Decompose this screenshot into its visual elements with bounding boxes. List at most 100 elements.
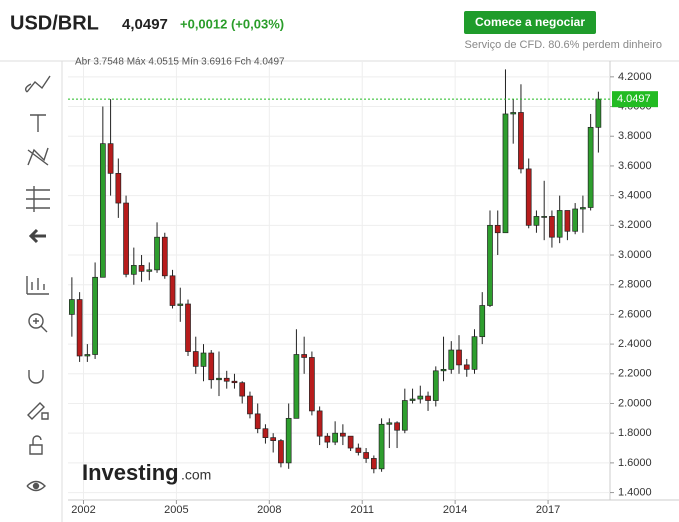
cta-label[interactable]: Comece a negociar <box>475 15 585 29</box>
y-tick-label: 2.0000 <box>618 397 652 409</box>
candle-body <box>502 113 509 234</box>
indicator-tool[interactable] <box>26 276 49 295</box>
candle-body <box>84 354 91 357</box>
candle-body <box>146 269 153 272</box>
candle-body <box>130 265 137 275</box>
draw-tool[interactable] <box>24 75 51 93</box>
y-tick-label: 2.2000 <box>618 368 652 380</box>
candle-body <box>518 112 524 170</box>
candle-body <box>254 413 261 430</box>
candle-body <box>355 447 362 453</box>
candle-body <box>316 410 323 437</box>
x-tick-label: 2017 <box>536 504 560 516</box>
candle-body <box>69 299 75 315</box>
text-tool[interactable] <box>30 114 46 132</box>
candle-body <box>270 437 277 441</box>
candle-body <box>76 299 83 357</box>
y-tick-label: 3.2000 <box>618 219 652 231</box>
y-tick-label: 3.6000 <box>618 160 652 172</box>
candle-body <box>440 368 447 372</box>
candle-body <box>564 210 571 232</box>
candle-body <box>208 352 215 381</box>
candle-body <box>409 398 416 401</box>
candle-body <box>185 303 191 352</box>
candle-body <box>161 236 168 277</box>
plot-area <box>68 62 610 500</box>
candle-body <box>432 370 439 401</box>
y-tick-label: 2.6000 <box>618 308 652 320</box>
last-price-label: 4.0497 <box>617 93 651 105</box>
zoom-tool[interactable] <box>28 313 44 329</box>
candle-body <box>595 98 602 128</box>
candle-body <box>448 349 455 370</box>
candle-body <box>525 168 532 226</box>
candle-body <box>123 202 129 275</box>
candle-body <box>394 422 400 431</box>
candle-body <box>456 349 462 366</box>
candle-body <box>471 336 478 370</box>
cta-button[interactable] <box>464 11 596 34</box>
candle-body <box>239 382 246 397</box>
candle-body <box>587 126 594 208</box>
candle-body <box>92 276 98 355</box>
candle-body <box>115 173 122 204</box>
candle-body <box>200 352 207 367</box>
x-tick-label: 2014 <box>443 504 467 516</box>
candle-body <box>386 422 393 425</box>
candle-body <box>479 305 486 338</box>
last-price-box <box>612 91 658 108</box>
candle-body <box>378 423 385 470</box>
candle-body <box>510 112 517 115</box>
change: +0,0012 (+0,03%) <box>180 16 284 31</box>
candle-body <box>580 207 586 210</box>
candle-body <box>340 432 346 437</box>
x-tick-label: 2008 <box>257 504 281 516</box>
candle-body <box>401 400 408 431</box>
fib-tool[interactable] <box>26 186 50 212</box>
y-tick-label: 2.4000 <box>618 338 652 350</box>
candle-body <box>138 265 145 272</box>
y-tick-label: 2.8000 <box>618 279 652 291</box>
pattern-tool[interactable] <box>27 147 49 166</box>
magnet-tool[interactable] <box>28 370 44 384</box>
logo-suffix: .com <box>181 467 211 483</box>
candle-body <box>154 236 160 271</box>
candle-body <box>556 210 563 238</box>
x-tick-label: 2011 <box>350 504 374 516</box>
y-tick-label: 3.8000 <box>618 130 652 142</box>
lock-draw-tool[interactable] <box>27 402 49 420</box>
price: 4,0497 <box>122 16 168 33</box>
candle-body <box>231 380 238 384</box>
y-tick-label: 4.2000 <box>618 71 652 83</box>
x-tick-label: 2005 <box>164 504 188 516</box>
candle-body <box>463 364 470 370</box>
candle-body <box>417 395 424 400</box>
candle-body <box>533 216 540 226</box>
y-tick-label: 1.8000 <box>618 427 652 439</box>
candle-body <box>425 395 431 401</box>
candle-body <box>107 143 114 174</box>
y-tick-label: 1.4000 <box>618 486 652 498</box>
candle-body <box>293 354 300 419</box>
candle-body <box>247 395 253 415</box>
logo: Investing <box>82 460 179 485</box>
candle-body <box>192 351 199 367</box>
candle-body <box>332 432 338 443</box>
candle-body <box>494 224 501 234</box>
candle-body <box>487 224 493 306</box>
visibility-tool[interactable] <box>26 480 46 492</box>
back-tool[interactable] <box>28 228 46 244</box>
symbol: USD/BRL <box>10 12 99 34</box>
candle-body <box>278 440 284 464</box>
candle-body <box>347 435 354 449</box>
ohlc-label: Abr 3.7548 Máx 4.0515 Mín 3.6916 Fch 4.0… <box>75 57 285 68</box>
y-tick-label: 1.6000 <box>618 457 652 469</box>
candle-body <box>216 377 222 381</box>
unlock-tool[interactable] <box>29 435 43 455</box>
y-tick-label: 3.4000 <box>618 190 652 202</box>
candle-body <box>223 377 230 382</box>
candle-body <box>285 417 292 464</box>
x-tick-label: 2002 <box>71 504 95 516</box>
candle-body <box>169 275 176 306</box>
